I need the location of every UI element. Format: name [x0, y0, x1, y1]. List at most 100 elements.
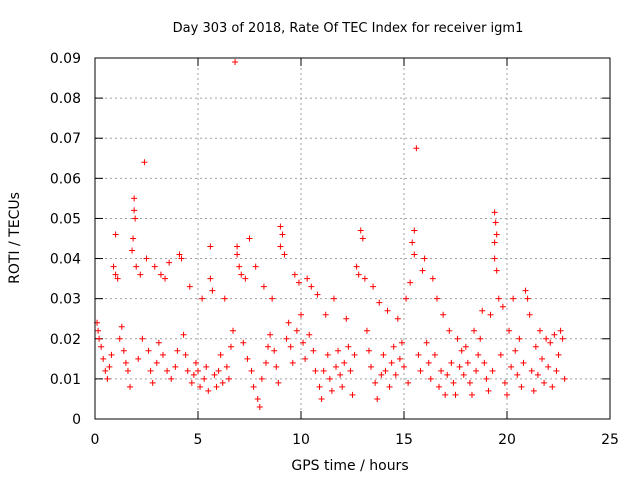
data-point [295, 279, 302, 286]
data-point [442, 391, 449, 398]
data-point [190, 371, 197, 378]
data-point [376, 299, 383, 306]
data-point [353, 263, 360, 270]
data-point [368, 363, 375, 370]
data-point [118, 323, 125, 330]
data-point [343, 315, 350, 322]
data-point [102, 367, 109, 374]
data-point [526, 311, 533, 318]
data-point [427, 375, 434, 382]
data-point [291, 271, 298, 278]
data-point [248, 367, 255, 374]
data-point [141, 159, 148, 166]
data-point [133, 263, 140, 270]
data-point [345, 343, 352, 350]
data-point [388, 359, 395, 366]
data-point [528, 367, 535, 374]
x-axis-label: GPS time / hours [291, 458, 408, 474]
data-point [159, 351, 166, 358]
data-point [491, 209, 498, 216]
data-point [162, 275, 169, 282]
data-point [127, 383, 134, 390]
data-point [390, 343, 397, 350]
data-point [122, 359, 129, 366]
data-point [495, 295, 502, 302]
data-point [456, 363, 463, 370]
data-point [104, 375, 111, 382]
data-point [221, 295, 228, 302]
data-point [199, 295, 206, 302]
data-point [403, 295, 410, 302]
data-point [304, 275, 311, 282]
data-point [492, 219, 499, 226]
data-point [277, 223, 284, 230]
data-point [98, 343, 105, 350]
data-point [186, 283, 193, 290]
data-point [413, 145, 420, 152]
data-point [217, 351, 224, 358]
data-point [504, 391, 510, 398]
data-point [314, 291, 321, 298]
data-point [557, 327, 564, 334]
data-point [520, 359, 527, 366]
data-point [464, 359, 471, 366]
data-point [477, 335, 484, 342]
data-point [96, 335, 103, 342]
data-point [559, 335, 566, 342]
data-point [254, 395, 261, 402]
data-point [425, 359, 432, 366]
y-axis-label: ROTI / TECUs [7, 192, 23, 284]
data-point [238, 271, 245, 278]
data-point [250, 383, 257, 390]
data-point [555, 351, 562, 358]
x-tick-label: 20 [498, 432, 516, 448]
data-point [483, 375, 490, 382]
data-point [244, 355, 251, 362]
data-point [532, 343, 539, 350]
data-point [493, 267, 500, 274]
data-point [349, 391, 356, 398]
data-point [516, 335, 523, 342]
data-point [316, 383, 323, 390]
data-point [359, 235, 366, 242]
data-point [510, 295, 517, 302]
data-point [491, 239, 498, 246]
data-point [489, 367, 496, 374]
data-point [429, 275, 436, 282]
y-tick-label: 0.03 [50, 292, 81, 308]
data-point [149, 379, 156, 386]
x-tick-labels: 0 5 10 15 20 25 [91, 432, 619, 448]
data-point [355, 271, 362, 278]
x-tick-label: 15 [395, 432, 413, 448]
data-point [401, 363, 407, 370]
data-point [201, 375, 208, 382]
data-point [351, 351, 358, 358]
data-point [184, 367, 191, 374]
data-point [306, 331, 313, 338]
data-point [328, 387, 335, 394]
data-point [473, 367, 480, 374]
data-point [227, 343, 234, 350]
data-point [166, 259, 173, 266]
data-point [450, 379, 457, 386]
data-point [479, 307, 486, 314]
data-point [518, 383, 525, 390]
data-point [302, 355, 309, 362]
data-point [444, 371, 451, 378]
data-point [398, 339, 405, 346]
data-point [419, 267, 426, 274]
data-point [438, 367, 445, 374]
data-point [514, 371, 521, 378]
y-tick-label: 0.05 [50, 211, 81, 227]
data-point [277, 243, 284, 250]
x-tick-label: 25 [601, 432, 619, 448]
data-point [143, 255, 150, 262]
data-point [252, 263, 259, 270]
data-point [236, 263, 243, 270]
data-point [333, 363, 340, 370]
data-point [549, 383, 556, 390]
y-tick-labels: 0 0.01 0.02 0.03 0.04 0.05 0.06 0.07 0.08 0.09 [50, 51, 81, 428]
data-point [232, 59, 239, 66]
data-point [341, 359, 348, 366]
data-point [423, 339, 430, 346]
